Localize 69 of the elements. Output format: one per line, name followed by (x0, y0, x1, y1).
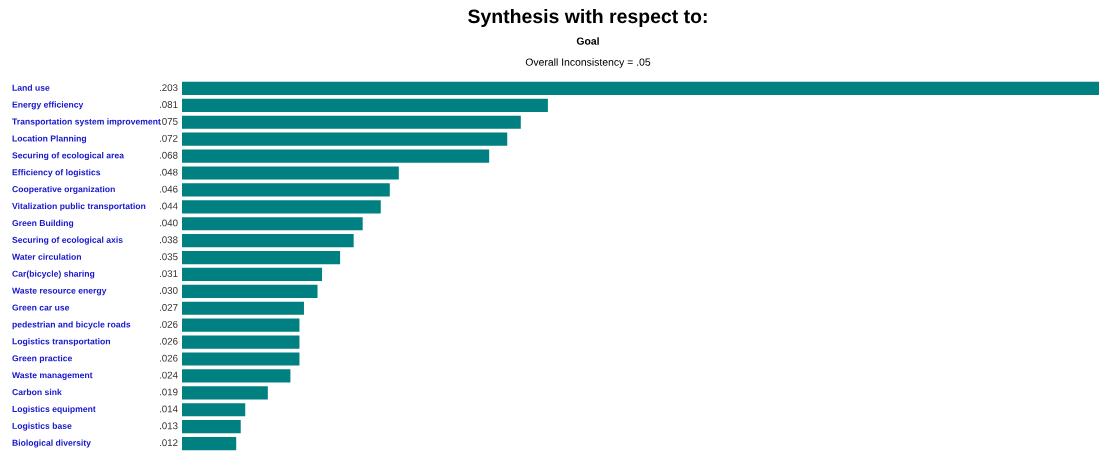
y-tick-label: Transportation system improvement (12, 118, 161, 127)
data-label: .030 (159, 287, 178, 294)
bar (182, 132, 508, 146)
bar (182, 250, 341, 265)
data-label: .012 (159, 439, 178, 447)
bar (182, 301, 304, 315)
bar (182, 115, 521, 129)
bar (182, 267, 323, 282)
bar (182, 183, 390, 197)
data-label: .068 (159, 151, 178, 159)
bar (182, 98, 548, 112)
y-tick-label: Logistics base (12, 422, 72, 431)
data-label: .040 (159, 219, 178, 227)
bar (182, 149, 490, 163)
y-tick-label: Securing of ecological area (12, 152, 125, 161)
y-tick-label: Securing of ecological axis (12, 236, 123, 245)
bar (182, 81, 1099, 96)
bar (182, 217, 363, 231)
bar (182, 436, 237, 451)
y-tick-label: Green car use (12, 304, 70, 311)
data-label: .026 (159, 320, 178, 328)
data-label: .075 (159, 118, 178, 125)
data-label: .031 (159, 270, 178, 278)
bar (182, 369, 291, 383)
y-tick-label: Biological diversity (12, 439, 91, 448)
y-tick-label: pedestrian and bicycle roads (12, 321, 131, 330)
y-tick-label: Water circulation (12, 253, 81, 260)
data-label: .027 (159, 304, 178, 311)
y-tick-label: Logistics equipment (12, 405, 96, 414)
y-tick-label: Car(bicycle) sharing (12, 270, 95, 279)
data-label: .046 (159, 185, 178, 193)
data-label: .044 (159, 202, 178, 210)
data-label: .026 (159, 354, 178, 362)
y-tick-label: Energy efficiency (12, 101, 84, 110)
text: Overall Inconsistency = .05 (525, 58, 651, 68)
bar (182, 234, 354, 248)
bar (182, 335, 300, 349)
data-label: .203 (159, 84, 178, 92)
y-tick-label: Land use (12, 84, 50, 91)
y-tick-label: Cooperative organization (12, 185, 115, 194)
data-label: .035 (159, 253, 178, 261)
data-label: .026 (159, 337, 178, 345)
y-tick-label: Waste resource energy (12, 287, 107, 296)
data-label: .019 (159, 388, 178, 396)
data-label: .013 (159, 422, 178, 430)
data-label: .048 (159, 168, 178, 176)
y-tick-label: Green practice (12, 354, 73, 364)
y-tick-label: Vitalization public transportation (12, 202, 146, 211)
bar (182, 386, 268, 400)
data-label: .081 (159, 101, 178, 108)
bar (182, 352, 300, 366)
data-label: .072 (159, 134, 178, 142)
chart-title: Synthesis with respect to: (468, 8, 707, 28)
bar (182, 166, 399, 180)
y-tick-label: Logistics transportation (12, 338, 111, 347)
data-label: .038 (159, 236, 178, 244)
y-tick-label: Waste management (12, 372, 93, 380)
bar (182, 284, 318, 298)
y-tick-label: Carbon sink (12, 388, 62, 396)
data-label: .014 (159, 405, 178, 413)
chart-subtitle: Goal (576, 37, 599, 45)
bar (182, 403, 246, 417)
y-tick-label: Green Building (12, 219, 74, 228)
y-tick-label: Efficiency of logistics (12, 168, 101, 178)
bar (182, 200, 381, 214)
bar (182, 318, 300, 332)
bar (182, 420, 241, 434)
data-label: .024 (159, 371, 178, 379)
y-tick-label: Location Planning (12, 135, 87, 144)
